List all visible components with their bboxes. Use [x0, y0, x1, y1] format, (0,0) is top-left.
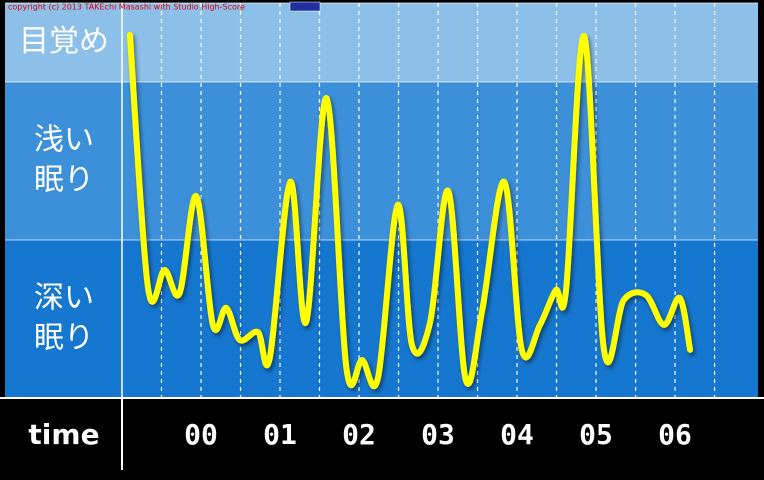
x-tick-label: 00: [184, 418, 218, 451]
x-tick-label: 03: [421, 418, 455, 451]
x-tick-label: 04: [500, 418, 534, 451]
x-tick-label: 01: [263, 418, 297, 451]
x-tick-label: 02: [342, 418, 376, 451]
x-axis-title: time: [28, 418, 99, 451]
band: [5, 82, 758, 240]
sleep-line: [126, 31, 694, 390]
band-label: 目覚め: [19, 24, 109, 59]
band-label: 浅い: [34, 123, 94, 158]
band-label: 深い: [34, 281, 94, 316]
x-tick-label: 06: [658, 418, 692, 451]
x-tick-label: 05: [579, 418, 613, 451]
band: [5, 3, 758, 82]
band-label: 眠り: [34, 163, 94, 198]
copyright: copyright (c) 2013 TAKEchi Masashi with …: [8, 3, 245, 12]
band-label: 眠り: [34, 321, 94, 356]
logo: [289, 1, 321, 12]
